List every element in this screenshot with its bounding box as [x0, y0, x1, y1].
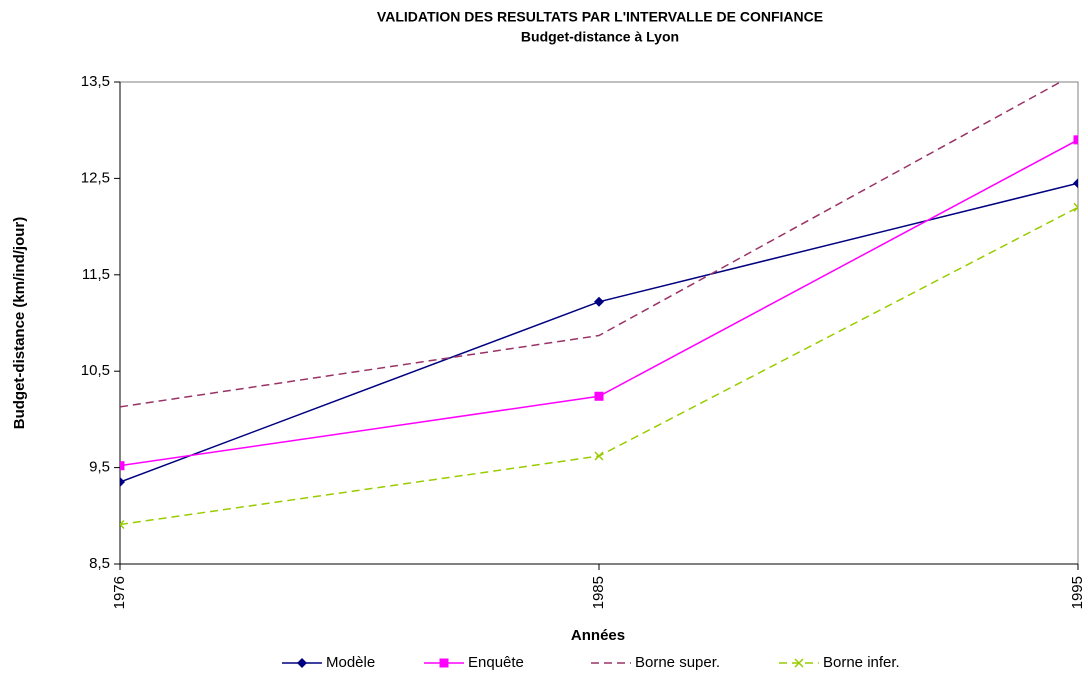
point: [594, 451, 604, 461]
point: [1073, 135, 1078, 145]
point: [794, 658, 804, 668]
point: [297, 658, 307, 668]
y-tick-label: 11,5: [82, 266, 110, 283]
chart-subtitle: Budget-distance à Lyon: [521, 29, 679, 45]
point: [594, 296, 604, 307]
y-axis-label: Budget-distance (km/ind/jour): [11, 217, 28, 430]
legend-label: Modèle: [326, 654, 375, 671]
chart-title: VALIDATION DES RESULTATS PAR L'INTERVALL…: [377, 9, 823, 25]
y-tick-label: 13,5: [81, 73, 110, 90]
point: [439, 658, 449, 668]
y-tick-label: 10,5: [81, 362, 110, 379]
x-tick-label: 1976: [111, 576, 128, 609]
x-tick-label: 1995: [1069, 576, 1086, 609]
y-tick-label: 8,5: [89, 555, 110, 572]
point: [120, 477, 125, 488]
y-tick-label: 12,5: [81, 169, 110, 186]
y-tick-label: 9,5: [89, 459, 110, 476]
point: [120, 461, 125, 471]
x-tick-label: 1985: [590, 576, 607, 609]
legend-label: Borne super.: [635, 654, 720, 671]
point: [594, 391, 604, 401]
x-axis-label: Années: [571, 627, 625, 644]
point: [1073, 202, 1078, 212]
legend-label: Borne infer.: [823, 654, 900, 671]
series-line: [120, 82, 1063, 408]
point: [120, 519, 125, 530]
legend-label: Enquête: [468, 654, 524, 671]
plot-area: [120, 82, 1078, 530]
point: [1073, 178, 1078, 189]
